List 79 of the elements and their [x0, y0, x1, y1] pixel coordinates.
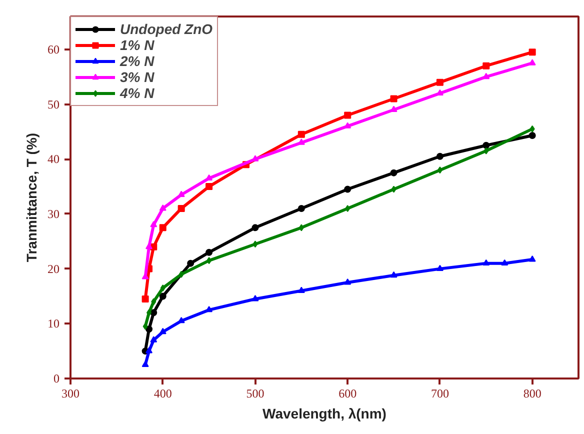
point: [391, 186, 396, 193]
point: [146, 326, 153, 333]
point: [252, 155, 259, 162]
point: [159, 292, 166, 300]
point: [390, 95, 398, 102]
point: [159, 224, 166, 232]
x-tick-label: 400: [154, 386, 172, 400]
point: [142, 273, 149, 280]
point: [344, 112, 352, 119]
y-tick-label: 50: [48, 97, 60, 112]
point: [298, 224, 304, 232]
y-tick-label: 30: [48, 206, 60, 221]
point: [160, 284, 166, 292]
point: [146, 242, 153, 250]
point: [151, 298, 156, 306]
point: [436, 264, 444, 272]
point: [298, 286, 305, 293]
point: [142, 360, 149, 368]
point: [178, 190, 185, 197]
point: [482, 142, 490, 149]
point: [206, 248, 213, 256]
y-tick-label: 0: [54, 372, 60, 386]
point: [482, 72, 490, 80]
point: [150, 309, 158, 316]
point: [206, 306, 213, 312]
point: [528, 59, 536, 66]
point: [345, 204, 350, 212]
point: [436, 78, 444, 86]
point: [528, 132, 536, 140]
point: [528, 256, 536, 262]
point: [150, 220, 158, 228]
point: [178, 204, 185, 212]
point: [206, 257, 212, 264]
x-axis-title: Wavelength, λ(nm): [262, 406, 386, 422]
x-tick-label: 800: [523, 386, 542, 400]
point: [142, 295, 149, 302]
point: [390, 169, 398, 176]
y-tick-label: 10: [48, 316, 60, 331]
point: [436, 152, 444, 160]
y-axis-title: Tranmittance, T (%): [24, 132, 40, 262]
point: [298, 130, 305, 138]
x-tick-label: 500: [246, 386, 264, 400]
x-tick-label: 700: [430, 386, 449, 400]
point: [178, 270, 184, 278]
point: [298, 204, 305, 212]
y-tick-label: 20: [48, 262, 60, 276]
point: [437, 166, 442, 174]
point: [159, 328, 166, 334]
point: [501, 259, 508, 266]
point: [482, 62, 490, 70]
point: [484, 147, 489, 154]
point: [159, 204, 166, 211]
x-tick-label: 600: [338, 386, 357, 400]
point: [344, 278, 352, 285]
point: [252, 295, 259, 302]
point: [390, 271, 398, 278]
point: [146, 347, 153, 354]
point: [344, 122, 352, 128]
point: [252, 240, 258, 248]
point: [530, 125, 535, 132]
legend-label: Undoped ZnO: [120, 21, 213, 37]
point: [206, 183, 213, 190]
y-tick-label: 60: [48, 42, 60, 56]
point: [482, 259, 490, 266]
point: [344, 186, 352, 193]
point: [142, 322, 148, 330]
point: [150, 336, 158, 342]
legend-label: 2% N: [120, 53, 154, 69]
point: [187, 260, 194, 267]
y-tick-label: 40: [48, 152, 60, 166]
point: [178, 316, 185, 324]
point: [528, 48, 536, 56]
x-tick-label: 300: [62, 386, 80, 400]
point: [206, 174, 213, 181]
legend-label: 3% N: [120, 69, 154, 85]
point: [252, 224, 259, 232]
legend-label: 1% N: [120, 37, 154, 53]
point: [146, 309, 152, 316]
legend-label: 4% N: [120, 85, 154, 101]
